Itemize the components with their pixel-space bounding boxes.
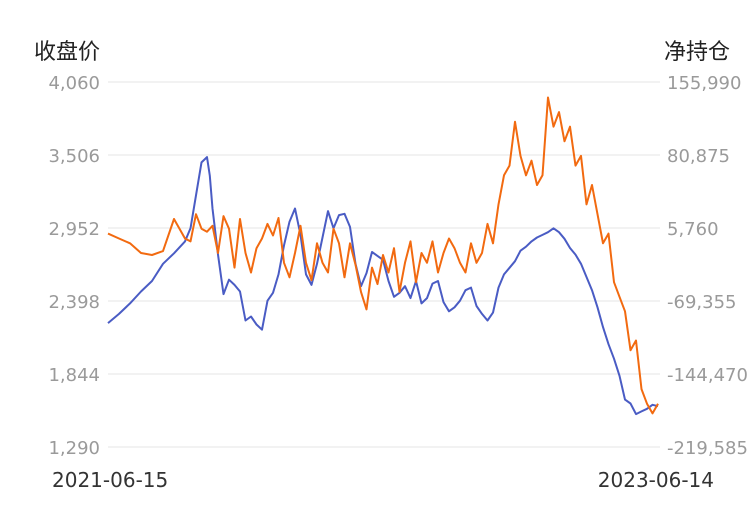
right-tick-label: 5,760: [667, 219, 719, 240]
right-tick-label: 80,875: [667, 146, 730, 167]
left-tick-label: 3,506: [48, 146, 100, 167]
left-tick-label: 1,844: [48, 365, 100, 386]
left-tick-label: 1,290: [48, 438, 100, 459]
net-position-line: [107, 96, 659, 415]
right-tick-label: -69,355: [667, 292, 736, 313]
x-axis-start-label: 2021-06-15: [52, 468, 169, 492]
right-tick-label: 155,990: [667, 73, 741, 94]
right-tick-label: -144,470: [667, 365, 748, 386]
right-axis-title: 净持仓: [663, 40, 730, 65]
left-tick-label: 2,952: [48, 219, 100, 240]
right-tick-label: -219,585: [667, 438, 748, 459]
close-price-line: [107, 156, 659, 416]
left-tick-label: 4,060: [48, 73, 100, 94]
x-axis-end-label: 2023-06-14: [597, 468, 714, 492]
left-axis-title: 收盘价: [34, 40, 101, 65]
left-axis-ticks: 4,060 3,506 2,952 2,398 1,844 1,290: [48, 73, 100, 459]
right-axis-ticks: 155,990 80,875 5,760 -69,355 -144,470 -219,58…: [667, 73, 748, 459]
series-lines: [107, 96, 659, 416]
left-tick-label: 2,398: [48, 292, 100, 313]
grid-lines: [108, 81, 660, 448]
